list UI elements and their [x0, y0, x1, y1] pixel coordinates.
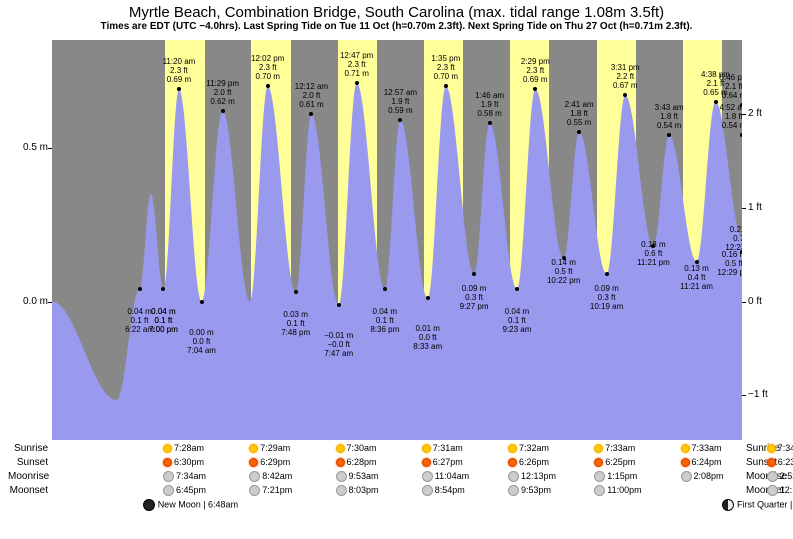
label-sunrise-l: Sunrise: [8, 443, 48, 454]
moon-phase-label: First Quarter | 2:38am: [722, 499, 793, 511]
sunset-time: 6:23pm: [767, 457, 793, 467]
y-tick-right: 0 ft: [748, 296, 778, 307]
row-moon-phase: New Moon | 6:48amFirst Quarter | 2:38am: [52, 499, 742, 513]
moonrise-time: 8:42am: [249, 471, 292, 482]
low-tide-label: 0.04 m0.1 ft9:23 am: [492, 307, 542, 334]
high-tide-label: 12:12 am2.0 ft0.61 m: [286, 82, 336, 109]
high-tide-label: 3:43 am1.8 ft0.54 m: [644, 103, 694, 130]
chart-title: Myrtle Beach, Combination Bridge, South …: [0, 0, 793, 21]
high-tide-label: 3:31 pm2.2 ft0.67 m: [600, 63, 650, 90]
high-tide-label: 1:46 am1.9 ft0.58 m: [465, 91, 515, 118]
moonrise-time: 7:34am: [163, 471, 206, 482]
edge-tide-label: 5:46 pm2.1 ft0.64 m: [709, 73, 742, 100]
tide-extreme-dot: [740, 103, 742, 107]
low-tide-label: 0.04 m0.1 ft7:00 pm: [138, 307, 188, 334]
tide-extreme-dot: [605, 272, 609, 276]
tide-extreme-dot: [740, 133, 742, 137]
tide-extreme-dot: [294, 290, 298, 294]
sunrise-time: 7:33am: [681, 443, 722, 453]
moonrise-time: 2:08pm: [681, 471, 724, 482]
moonrise-time: 1:15pm: [594, 471, 637, 482]
edge-tide-label: 4:52 am1.8 ft0.54 m: [709, 103, 742, 130]
sunset-time: 6:30pm: [163, 457, 204, 467]
tide-extreme-dot: [221, 109, 225, 113]
tide-extreme-dot: [472, 272, 476, 276]
sunrise-time: 7:28am: [163, 443, 204, 453]
high-tide-label: 2:41 am1.8 ft0.55 m: [554, 100, 604, 127]
plot-area: Mon24-OctTue25-OctWed26-OctThu27-OctFri2…: [52, 40, 742, 440]
tide-extreme-dot: [200, 300, 204, 304]
moonset-time: 7:21pm: [249, 485, 292, 496]
row-moonrise: Moonrise Moonrise 7:34am8:42am9:53am11:0…: [52, 471, 742, 485]
sunrise-time: 7:31am: [422, 443, 463, 453]
moonrise-time: 12:13pm: [508, 471, 556, 482]
label-moonrise-l: Moonrise: [8, 471, 48, 482]
sunrise-time: 7:32am: [508, 443, 549, 453]
sunrise-time: 7:29am: [249, 443, 290, 453]
high-tide-label: 12:57 am1.9 ft0.59 m: [375, 88, 425, 115]
low-tide-label: 0.09 m0.3 ft10:19 am: [582, 284, 632, 311]
high-tide-label: 1:35 pm2.3 ft0.70 m: [421, 54, 471, 81]
sunrise-time: 7:33am: [594, 443, 635, 453]
moon-phase-label: New Moon | 6:48am: [143, 499, 238, 511]
moonset-time: 11:00pm: [594, 485, 641, 496]
moonrise-time: 2:52pm: [767, 471, 793, 482]
tide-extreme-dot: [337, 303, 341, 307]
sunrise-time: 7:34am: [767, 443, 793, 453]
sunset-time: 6:26pm: [508, 457, 549, 467]
y-tick-left: 0.5 m: [22, 142, 48, 153]
y-tick-right: −1 ft: [748, 389, 778, 400]
sunset-time: 6:27pm: [422, 457, 463, 467]
chart-subtitle: Times are EDT (UTC −4.0hrs). Last Spring…: [0, 21, 793, 34]
y-tick-left: 0.0 m: [22, 296, 48, 307]
sunset-time: 6:24pm: [681, 457, 722, 467]
edge-tide-label: 0.16 m0.5 ft12:29 pm: [709, 250, 742, 277]
row-sunset: Sunset Sunset 6:30pm6:29pm6:28pm6:27pm6:…: [52, 457, 742, 471]
row-sunrise: Sunrise Sunrise 7:28am7:29am7:30am7:31am…: [52, 443, 742, 457]
sunset-time: 6:25pm: [594, 457, 635, 467]
high-tide-label: 11:20 am2.3 ft0.69 m: [154, 57, 204, 84]
footer-info: Sunrise Sunrise 7:28am7:29am7:30am7:31am…: [52, 443, 742, 513]
low-tide-label: −0.01 m−0.0 ft7:47 am: [314, 331, 364, 358]
label-moonset-l: Moonset: [8, 485, 48, 496]
moonset-time: 8:54pm: [422, 485, 465, 496]
high-tide-label: 12:02 pm2.3 ft0.70 m: [243, 54, 293, 81]
sunrise-time: 7:30am: [336, 443, 377, 453]
tide-extreme-dot: [488, 121, 492, 125]
moonset-time: 12:10am: [767, 485, 793, 496]
low-tide-label: 0.21 m0.7 ft12:23 am: [717, 225, 742, 252]
moonset-time: 9:53pm: [508, 485, 551, 496]
high-tide-label: 11:29 pm2.0 ft0.62 m: [198, 79, 248, 106]
tide-chart: Myrtle Beach, Combination Bridge, South …: [0, 0, 793, 539]
y-tick-right: 1 ft: [748, 202, 778, 213]
tide-extreme-dot: [444, 84, 448, 88]
moonset-time: 6:45pm: [163, 485, 206, 496]
moonrise-time: 11:04am: [422, 471, 469, 482]
high-tide-label: 2:29 pm2.3 ft0.69 m: [510, 57, 560, 84]
moonrise-time: 9:53am: [336, 471, 379, 482]
tide-extreme-dot: [383, 287, 387, 291]
sunset-time: 6:28pm: [336, 457, 377, 467]
tide-extreme-dot: [355, 81, 359, 85]
label-sunset-l: Sunset: [8, 457, 48, 468]
tide-extreme-dot: [138, 287, 142, 291]
y-tick-right: 2 ft: [748, 108, 778, 119]
row-moonset: Moonset Moonset 6:45pm7:21pm8:03pm8:54pm…: [52, 485, 742, 499]
tide-extreme-dot: [266, 84, 270, 88]
moonset-time: 8:03pm: [336, 485, 379, 496]
sunset-time: 6:29pm: [249, 457, 290, 467]
high-tide-label: 12:47 pm2.3 ft0.71 m: [332, 51, 382, 78]
low-tide-label: 0.01 m0.0 ft8:33 am: [403, 324, 453, 351]
low-tide-label: 0.14 m0.5 ft10:22 pm: [539, 258, 589, 285]
